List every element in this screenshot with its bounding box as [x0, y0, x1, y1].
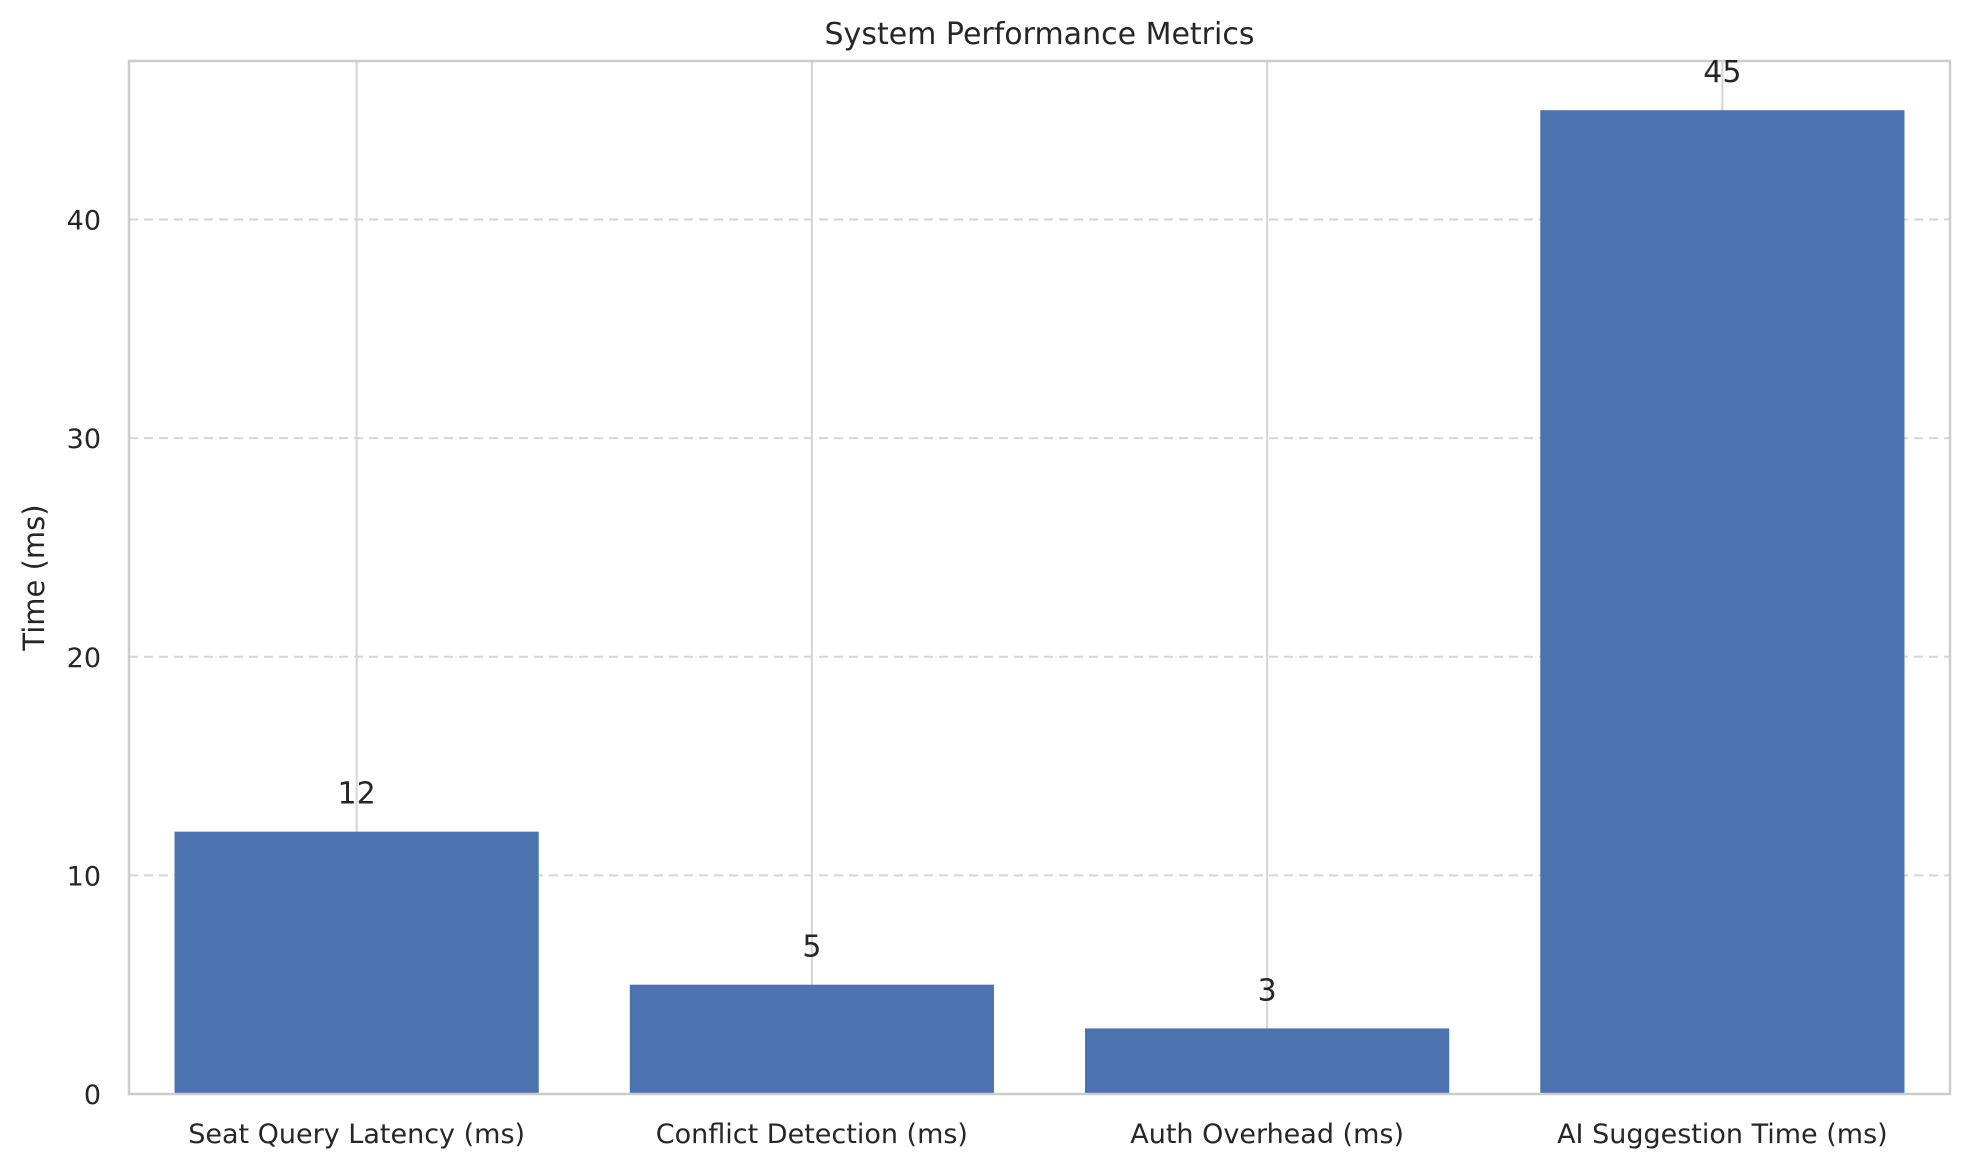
bar-layer [174, 110, 1905, 1094]
x-tick-label: Seat Query Latency (ms) [188, 1119, 525, 1150]
bar [1085, 1028, 1450, 1094]
y-tick-label: 20 [67, 643, 101, 674]
x-tick-label: AI Suggestion Time (ms) [1557, 1119, 1888, 1150]
bar [174, 831, 539, 1094]
tick-layer: 0 10 20 30 40 Seat Query Latency (ms) Conflict… [67, 206, 1888, 1150]
y-tick-label: 30 [67, 424, 101, 455]
x-tick-label: Conflict Detection (ms) [656, 1119, 968, 1150]
x-tick-label: Auth Overhead (ms) [1130, 1119, 1404, 1150]
data-label: 45 [1703, 55, 1741, 90]
bar [1540, 110, 1905, 1094]
chart-title: System Performance Metrics [825, 17, 1255, 52]
data-label: 3 [1258, 973, 1277, 1008]
y-tick-label: 0 [84, 1080, 101, 1111]
bar [629, 984, 994, 1094]
y-tick-label: 40 [67, 206, 101, 237]
y-tick-label: 10 [67, 861, 101, 892]
data-label-layer: 12 5 3 45 [338, 55, 1742, 1008]
y-axis-label: Time (ms) [17, 504, 51, 651]
plot-frame [127, 59, 1952, 1096]
data-label: 5 [802, 930, 821, 965]
data-label: 12 [338, 777, 376, 812]
